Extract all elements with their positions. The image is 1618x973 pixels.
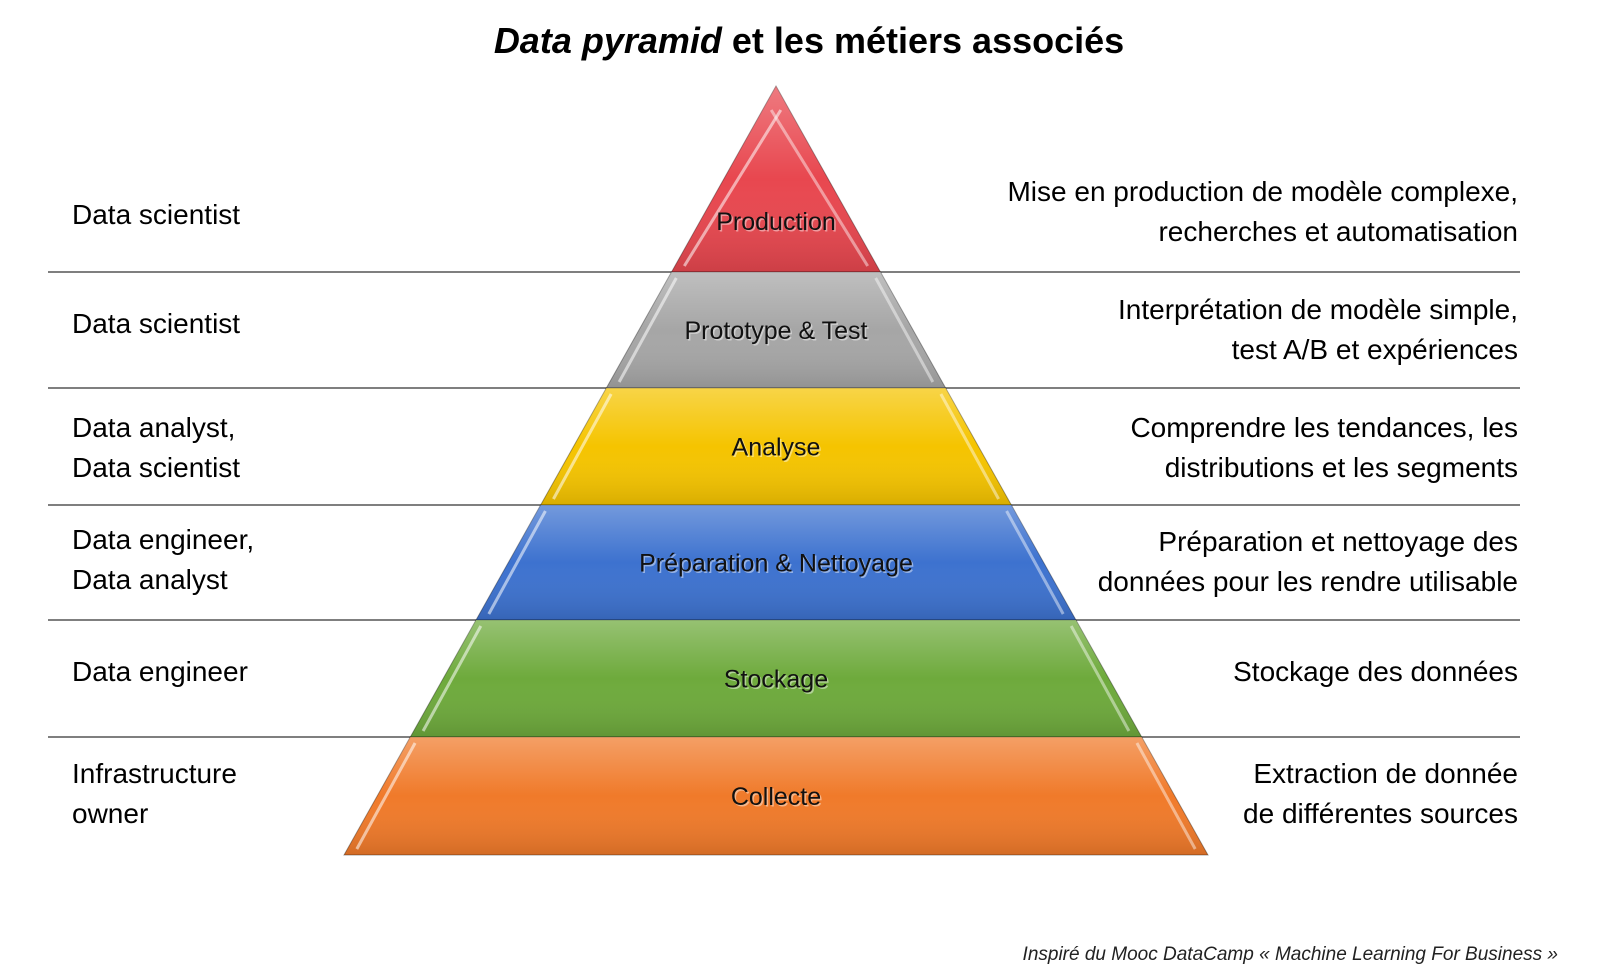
tier-bevel-right [939,393,1000,500]
tier-bevel-left [552,393,613,500]
tier-label-shadow: Préparation & Nettoyage [641,551,915,579]
role-label: Data scientist [72,308,241,339]
tier-shading [606,272,946,388]
tier-shading [476,505,1076,620]
tier-bevel-left [617,277,678,383]
level-description: Préparation et nettoyage des données pou… [1097,526,1518,597]
tier-shading [671,86,881,272]
title-italic: Data pyramid [493,20,722,61]
tier-label: Production [716,208,836,236]
tier-label-shadow: Collecte [732,785,822,813]
tier-label: Stockage [724,666,828,694]
level-description: Extraction de donnée de différentes sour… [1243,758,1518,829]
tier-label-shadow: Stockage [725,667,829,695]
tier-label: Collecte [731,783,821,811]
level-description: Stockage des données [1233,656,1518,687]
tier-bevel-left [421,625,483,732]
tier-bevel-left [683,109,783,267]
tier-shading [410,620,1142,737]
tier-label-shadow: Analyse [733,435,822,463]
tier-bevel-right [1005,510,1065,615]
tier-label: Préparation & Nettoyage [639,550,913,578]
tier-bevel-left [487,510,547,615]
tier-bevel-right [1135,742,1197,850]
title-rest: et les métiers associés [731,20,1125,61]
source-credit: Inspiré du Mooc DataCamp « Machine Learn… [1022,944,1558,965]
level-description: Interprétation de modèle simple, test A/… [1118,294,1518,365]
level-description: Mise en production de modèle complexe, r… [1007,176,1518,247]
tier-bevel-right [1069,625,1131,732]
tier-bevel-right [769,109,869,267]
level-description: Comprendre les tendances, les distributi… [1130,412,1518,483]
role-label: Data scientist [72,199,241,230]
tier-label: Prototype & Test [685,317,868,345]
tier-shading [540,388,1012,505]
page-title: Data pyramid et les métiers associés [0,20,1618,62]
tier-label: Analyse [732,434,821,462]
role-label: Infrastructure owner [72,758,237,829]
tier-label-shadow: Production [718,210,838,238]
tier-shading [344,737,1208,855]
role-label: Data analyst, Data scientist [72,412,241,483]
role-label: Data engineer, Data analyst [72,524,255,595]
role-label: Data engineer [72,656,248,687]
tier-label-shadow: Prototype & Test [686,319,869,347]
tier-bevel-right [874,277,935,383]
tier-bevel-left [355,742,417,850]
